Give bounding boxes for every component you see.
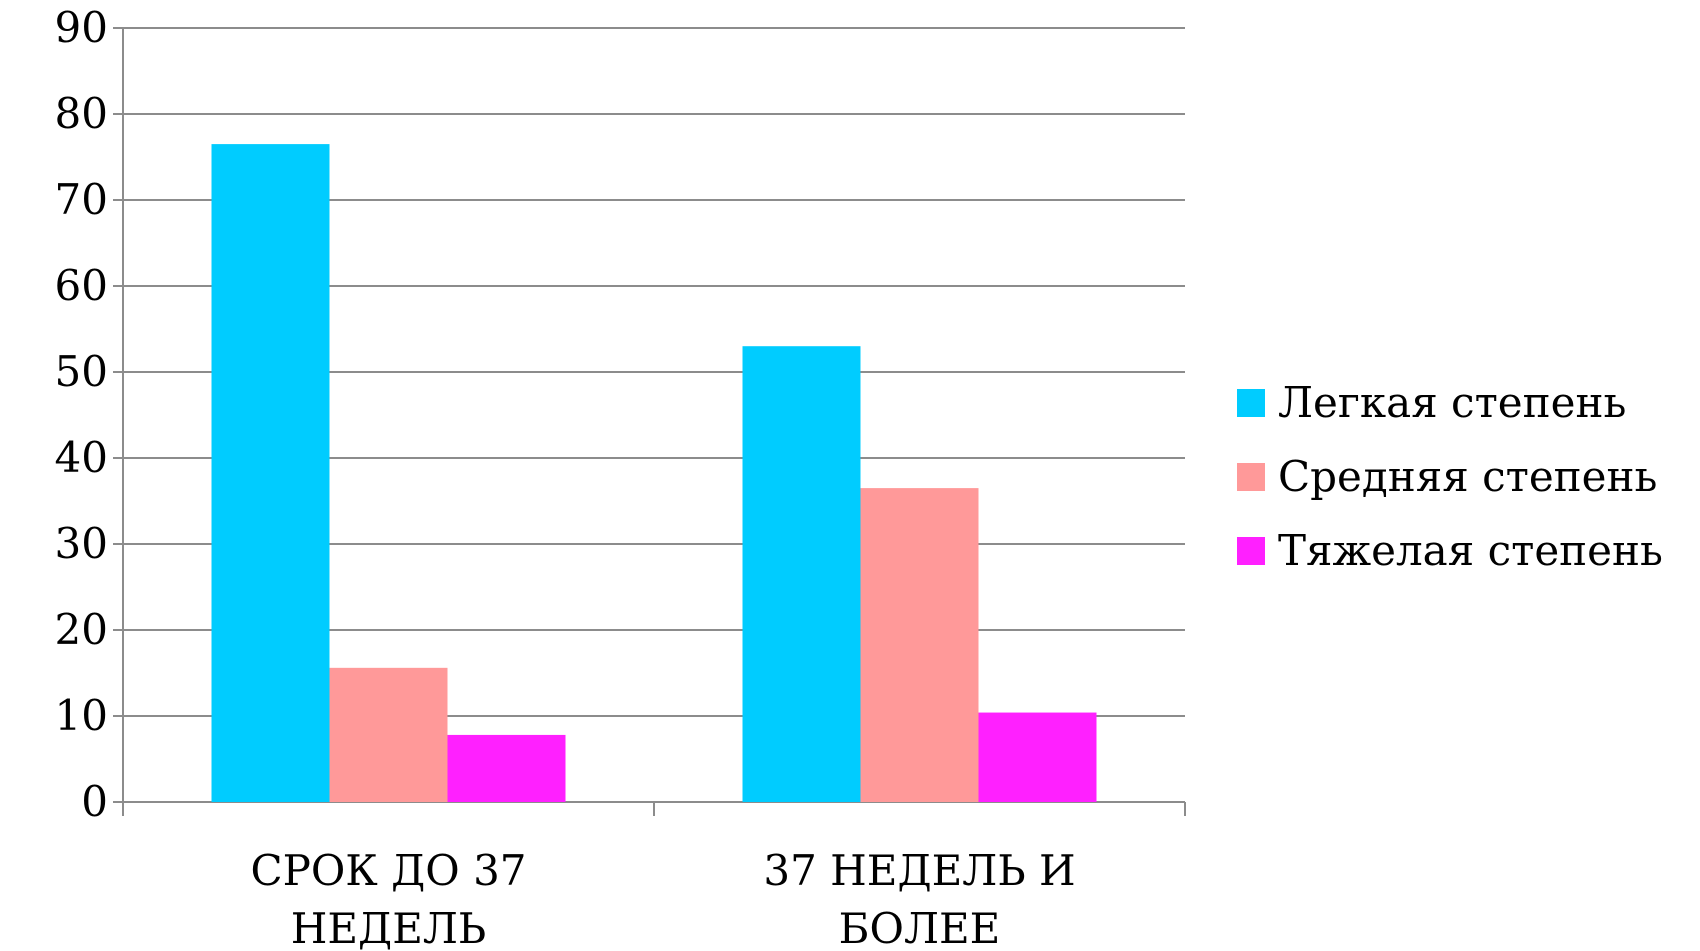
category-labels: СРОК ДО 37 НЕДЕЛЬ 37 НЕДЕЛЬ И БОЛЕЕ (250, 846, 1075, 951)
legend-swatch (1237, 463, 1265, 491)
y-tick-label: 60 (55, 261, 108, 310)
y-tick-label: 70 (55, 175, 108, 224)
y-tick-label: 20 (55, 605, 108, 654)
y-tick-label: 50 (55, 347, 108, 396)
legend-label: Средняя степень (1278, 452, 1657, 501)
legend-label: Тяжелая степень (1278, 526, 1663, 575)
y-tick-label: 90 (55, 3, 108, 52)
legend: Легкая степень Средняя степень Тяжелая сте… (1237, 378, 1663, 575)
legend-swatch (1237, 389, 1265, 417)
y-tick-label: 0 (81, 777, 108, 826)
bar (742, 346, 861, 802)
legend-label: Легкая степень (1278, 378, 1626, 427)
category-label: СРОК ДО 37 (250, 846, 526, 895)
bar (860, 488, 979, 802)
bar (211, 144, 330, 803)
bar (329, 667, 448, 802)
y-tick-labels: 0 10 20 30 40 50 60 70 80 90 (55, 3, 108, 826)
y-tick-label: 80 (55, 89, 108, 138)
bar (447, 734, 566, 802)
y-tick-label: 10 (55, 691, 108, 740)
bars (211, 144, 1097, 803)
category-label: БОЛЕЕ (839, 904, 1001, 951)
category-label: НЕДЕЛЬ (291, 904, 486, 951)
y-tick-label: 30 (55, 519, 108, 568)
legend-swatch (1237, 537, 1265, 565)
y-tick-label: 40 (55, 433, 108, 482)
bar (978, 712, 1097, 802)
category-label: 37 НЕДЕЛЬ И (763, 846, 1075, 895)
